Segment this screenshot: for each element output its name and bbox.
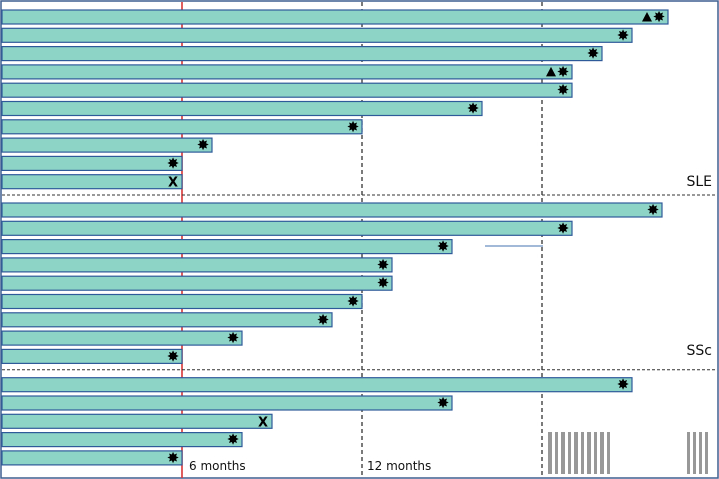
marker-star-2-7: ✸	[317, 311, 330, 329]
bars	[1, 9, 669, 466]
bar-2-5	[1, 275, 393, 291]
bar-2-9	[1, 348, 183, 364]
bar-1-4	[1, 64, 573, 80]
bar-1-6	[1, 100, 483, 117]
marker-star-2-4: ✸	[377, 256, 390, 274]
bar-1-3	[1, 45, 603, 62]
marker-star-3-4: ✸	[227, 431, 240, 449]
marker-star-1-2: ✸	[617, 26, 630, 44]
marker-star-2-3: ✸	[437, 238, 450, 256]
marker-star-1-8: ✸	[197, 136, 210, 154]
bar-1-7	[1, 119, 363, 135]
bar-2-2	[1, 220, 573, 236]
ref-label-6-months: 6 months	[189, 459, 246, 473]
bar-2-3	[1, 239, 453, 255]
marker-star-3-1: ✸	[617, 376, 630, 394]
marker-x-1-10: X	[168, 176, 178, 191]
bar-1-10	[1, 174, 183, 190]
marker-star-2-1: ✸	[647, 201, 660, 219]
bar-1-1	[1, 9, 669, 25]
bar-3-4	[1, 432, 243, 448]
bar-2-7	[1, 312, 333, 328]
marker-star-2-2: ✸	[557, 219, 570, 237]
marker-triangle-1-1	[642, 12, 652, 22]
marker-star-3-2: ✸	[437, 394, 450, 412]
group-label-sle: SLE	[686, 174, 712, 190]
scan-artifact-left	[548, 432, 610, 474]
marker-triangle-1-4	[546, 66, 556, 77]
bar-3-5	[1, 450, 183, 466]
marker-x-3-3: X	[258, 415, 268, 430]
bar-1-9	[1, 155, 183, 171]
bar-3-1	[1, 377, 633, 393]
marker-star-2-8: ✸	[227, 329, 240, 347]
group-separators	[2, 194, 717, 371]
marker-star-2-6: ✸	[347, 293, 360, 311]
marker-star-2-5: ✸	[377, 274, 390, 292]
bar-2-4	[1, 257, 393, 273]
marker-star-1-7: ✸	[347, 118, 360, 136]
bar-2-1	[1, 202, 663, 218]
bar-3-2	[1, 395, 453, 411]
event-markers: ✸✸✸✸✸✸✸✸✸X✸✸✸✸✸✸✸✸✸✸✸X✸✸	[167, 8, 666, 467]
bar-2-6	[1, 293, 363, 310]
bar-3-3	[1, 413, 273, 429]
bar-1-8	[1, 137, 213, 153]
bar-2-8	[1, 330, 243, 346]
group-label-ssc: SSc	[687, 343, 712, 359]
marker-star-3-5: ✸	[167, 449, 180, 467]
bar-1-5	[1, 82, 573, 98]
marker-star-1-1: ✸	[653, 8, 666, 26]
marker-star-2-9: ✸	[167, 347, 180, 365]
marker-star-1-5: ✸	[557, 81, 570, 99]
marker-star-1-9: ✸	[167, 154, 180, 172]
marker-star-1-6: ✸	[467, 100, 480, 118]
marker-star-1-4: ✸	[557, 63, 570, 81]
ref-label-12-months: 12 months	[367, 459, 431, 473]
marker-star-1-3: ✸	[587, 45, 600, 63]
scan-artifact-right	[687, 432, 708, 474]
bar-1-2	[1, 27, 633, 43]
